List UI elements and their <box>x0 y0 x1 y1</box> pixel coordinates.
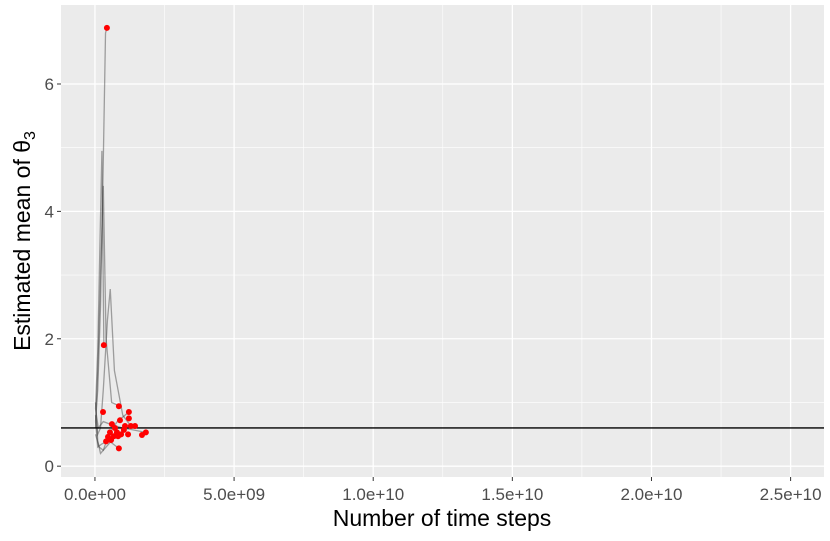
y-tick-label: 6 <box>45 75 54 94</box>
point <box>132 423 139 430</box>
trace-line <box>94 27 108 422</box>
marks <box>61 24 824 455</box>
point <box>103 24 110 31</box>
y-axis-title-sub: 3 <box>22 131 39 140</box>
x-tick-label: 2.0e+10 <box>621 485 683 504</box>
x-tick-label: 0.0e+00 <box>64 485 126 504</box>
y-axis-title: Estimated mean of θ3 <box>9 131 39 351</box>
point <box>103 438 110 445</box>
point <box>115 403 122 410</box>
point <box>115 445 122 452</box>
trace-line <box>94 421 120 449</box>
point <box>108 437 115 444</box>
grid <box>61 5 824 477</box>
point <box>116 417 123 424</box>
point <box>115 433 122 440</box>
point <box>125 415 132 422</box>
point <box>125 431 132 438</box>
point <box>122 423 129 430</box>
x-tick-label: 2.5e+10 <box>760 485 822 504</box>
trace-line <box>94 289 132 437</box>
x-tick-label: 5.0e+09 <box>203 485 265 504</box>
point <box>125 409 132 416</box>
y-tick-label: 4 <box>45 202 54 221</box>
axes: 0.0e+00 5.0e+09 1.0e+10 1.5e+10 2.0e+10 2.5e+… <box>45 75 822 504</box>
point <box>100 409 107 416</box>
y-axis-title-main: Estimated mean of θ <box>9 140 35 351</box>
y-tick-label: 2 <box>45 330 54 349</box>
trace-line <box>94 185 121 428</box>
point <box>138 431 145 438</box>
x-axis-title: Number of time steps <box>333 505 552 531</box>
trace-line <box>94 150 105 409</box>
y-tick-label: 0 <box>45 457 54 476</box>
point <box>100 342 107 349</box>
point <box>127 423 134 430</box>
x-tick-label: 1.0e+10 <box>342 485 404 504</box>
x-tick-label: 1.5e+10 <box>481 485 543 504</box>
